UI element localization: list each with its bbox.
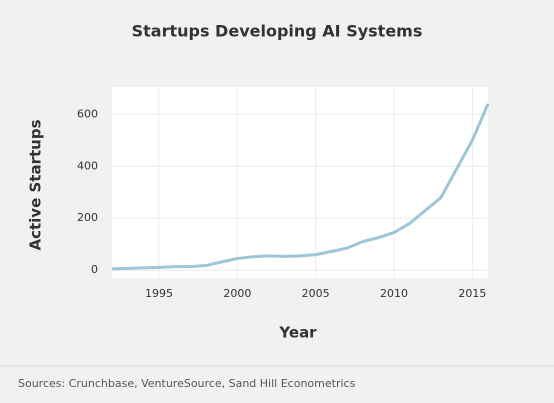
y-tick-label: 400: [77, 159, 98, 172]
plot-area: [112, 87, 488, 278]
x-tick-label: 2015: [458, 287, 486, 300]
y-tick-label: 200: [77, 211, 98, 224]
y-tick-label: 0: [91, 263, 98, 276]
source-note: Sources: Crunchbase, VentureSource, Sand…: [18, 377, 356, 390]
data-line: [111, 103, 490, 271]
x-tick-label: 2005: [302, 287, 330, 300]
chart-title: Startups Developing AI Systems: [132, 22, 423, 41]
y-tick-label: 600: [77, 107, 98, 120]
y-axis-title: Active Startups: [27, 119, 45, 250]
x-tick-label: 1995: [145, 287, 173, 300]
x-tick-label: 2000: [223, 287, 251, 300]
x-axis-title: Year: [278, 324, 317, 342]
x-tick-label: 2010: [380, 287, 408, 300]
